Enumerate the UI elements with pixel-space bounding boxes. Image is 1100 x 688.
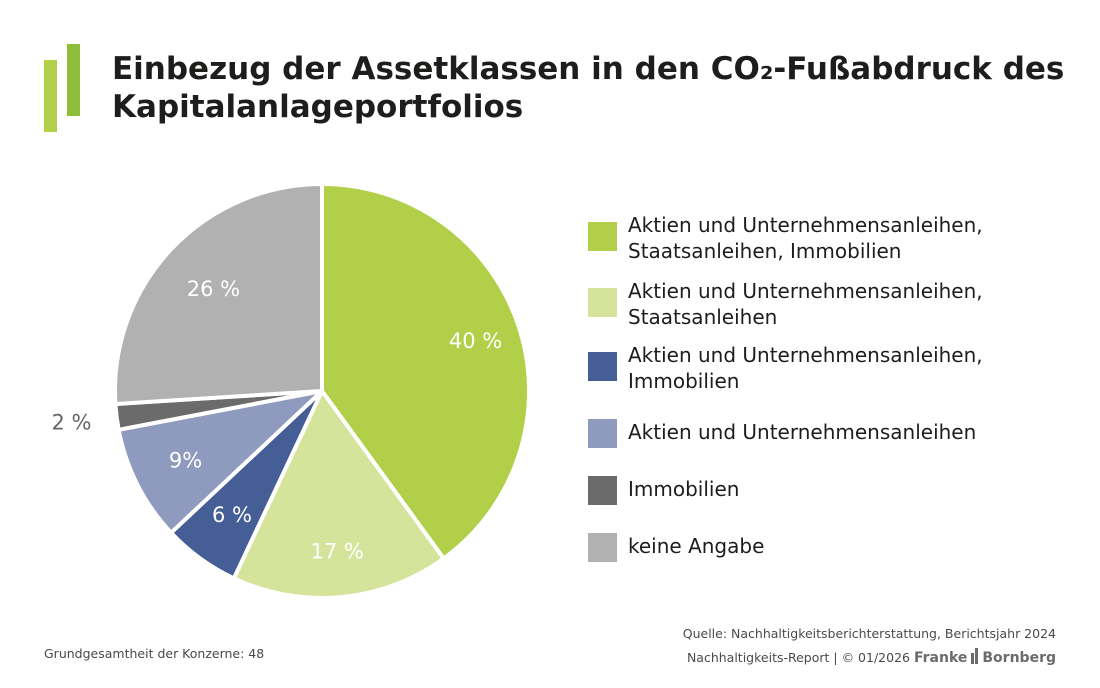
slice-value-label: 9% [169, 449, 202, 473]
brand-logo: Franke Bornberg [913, 648, 1056, 666]
pie-slice [113, 182, 324, 406]
brand-name-right: Bornberg [982, 650, 1056, 666]
legend-label: Immobilien [628, 369, 740, 393]
legend-label: Aktien und Unternehmensanleihen, [628, 343, 983, 367]
report-note: Nachhaltigkeits-Report | © 01/2026 [686, 650, 910, 665]
pie-slice [231, 389, 446, 600]
legend-label: Staatsanleihen, Immobilien [628, 239, 902, 263]
pie-slice [320, 182, 531, 561]
legend-swatch [588, 533, 617, 562]
legend-swatch [588, 419, 617, 448]
pie-chart: 40 % 17 % 6 % 9% 2 % 26 % [52, 182, 531, 600]
population-note: Grundgesamtheit der Konzerne: 48 [44, 646, 265, 661]
legend-label: Staatsanleihen [628, 305, 778, 329]
legend-swatch [588, 288, 617, 317]
legend-swatch [588, 352, 617, 381]
pie-slice [116, 389, 324, 535]
legend-swatch [588, 476, 617, 505]
slice-value-label: 26 % [187, 277, 240, 301]
chart-title: Einbezug der Assetklassen in den CO₂-Fuß… [112, 51, 1065, 125]
legend-swatch [588, 222, 617, 251]
brand-name-left: Franke [913, 650, 968, 666]
report-line: Nachhaltigkeits-Report | © 01/2026 Frank… [683, 646, 1056, 670]
logo-bar-right [67, 44, 80, 116]
slice-value-label: 2 % [52, 411, 92, 435]
legend-label: Aktien und Unternehmensanleihen, [628, 279, 983, 303]
brand-logo-bars [44, 44, 84, 134]
slice-value-label: 17 % [311, 540, 364, 564]
slice-value-label: 6 % [212, 503, 252, 527]
legend-label: Aktien und Unternehmensanleihen, [628, 213, 983, 237]
legend-label: Immobilien [628, 477, 740, 501]
brand-bars-icon [970, 648, 979, 664]
legend-label: keine Angabe [628, 534, 765, 558]
logo-bar-left [44, 60, 57, 132]
legend-label: Aktien und Unternehmensanleihen [628, 420, 977, 444]
slice-value-label: 40 % [449, 329, 502, 353]
source-note: Quelle: Nachhaltigkeitsberichterstattung… [682, 626, 1056, 641]
footer-source-block: Quelle: Nachhaltigkeitsberichterstattung… [683, 622, 1056, 670]
